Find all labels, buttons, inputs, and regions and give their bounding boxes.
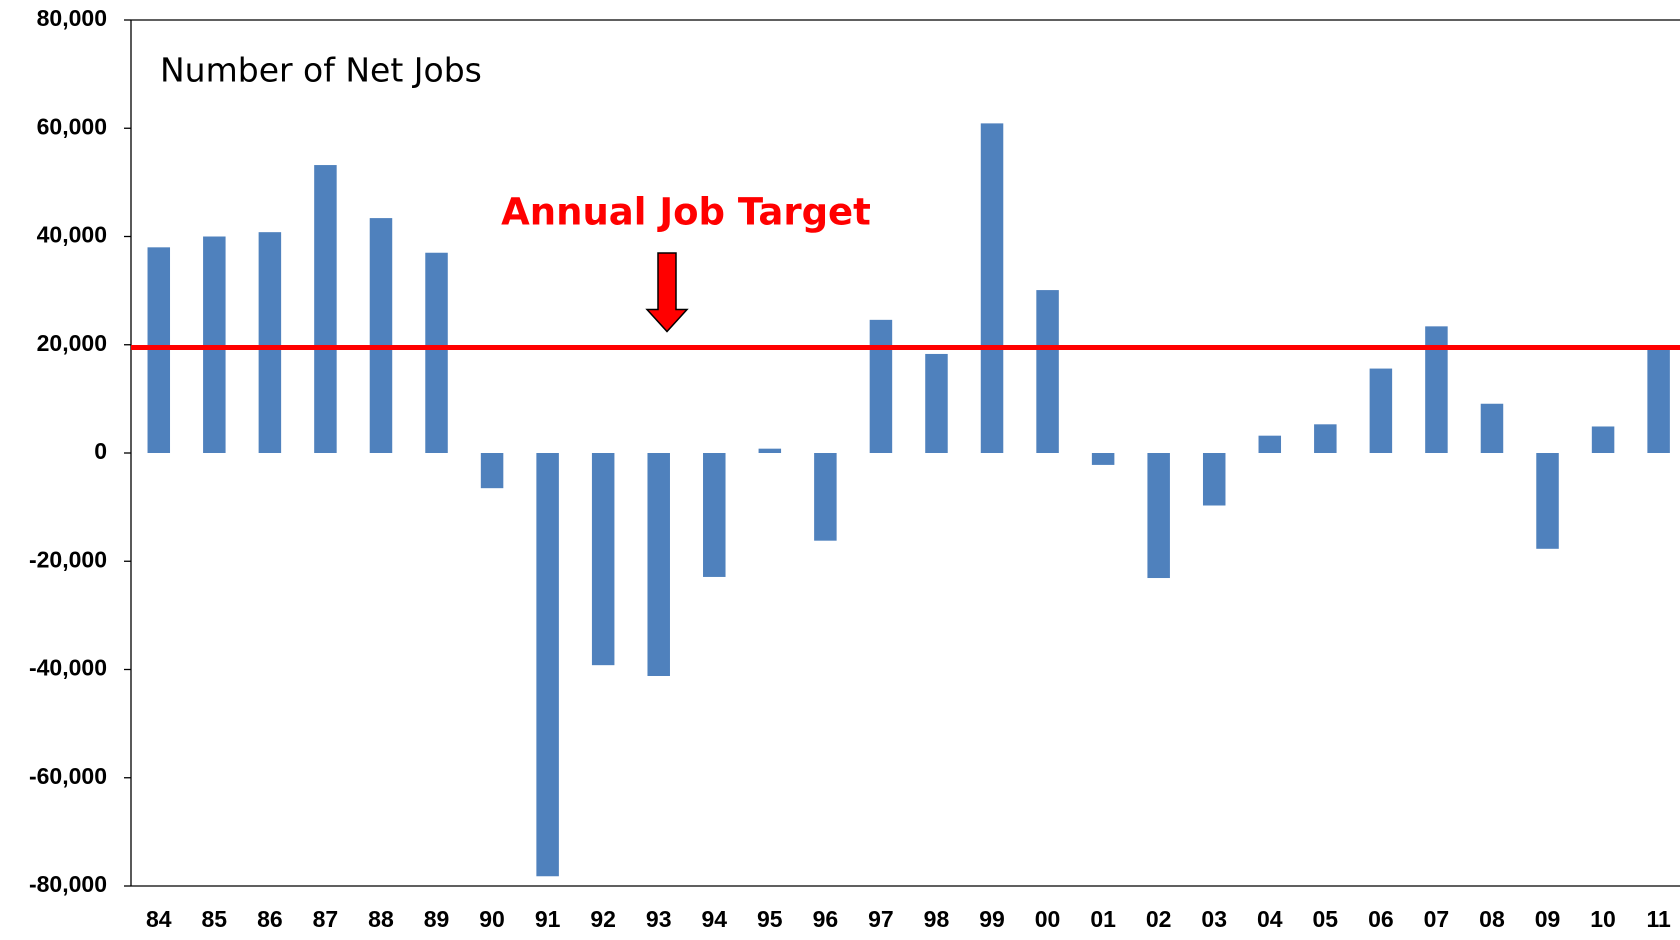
x-tick-label: 87: [313, 906, 339, 932]
x-tick-label: 07: [1424, 906, 1450, 932]
x-tick-label: 06: [1368, 906, 1394, 932]
bar: [425, 252, 448, 453]
x-tick-label: 08: [1479, 906, 1505, 932]
bar: [1258, 435, 1282, 453]
bar: [1314, 424, 1337, 453]
x-tick-label: 97: [868, 906, 894, 932]
bar: [1647, 348, 1670, 453]
x-tick-label: 95: [757, 906, 783, 932]
x-tick-label: 84: [146, 906, 172, 932]
x-tick-label: 96: [813, 906, 839, 932]
y-tick-label: 20,000: [37, 330, 107, 356]
y-tick-label: -20,000: [29, 546, 107, 572]
x-tick-label: 04: [1257, 906, 1283, 932]
x-tick-label: 88: [368, 906, 394, 932]
bar: [258, 232, 282, 453]
bar: [314, 165, 337, 453]
bar: [925, 353, 948, 453]
x-tick-label: 09: [1535, 906, 1561, 932]
bar: [814, 453, 837, 541]
x-tick-label: 94: [701, 906, 727, 932]
bar: [869, 319, 893, 453]
x-tick-label: 01: [1090, 906, 1116, 932]
x-tick-label: 11: [1646, 906, 1671, 932]
x-tick-label: 86: [257, 906, 283, 932]
bar: [980, 123, 1004, 453]
bar: [480, 453, 504, 489]
bar: [1369, 368, 1393, 453]
bar: [1425, 326, 1448, 453]
target-label: Annual Job Target: [501, 191, 871, 234]
y-tick-label: 40,000: [37, 222, 107, 248]
x-tick-label: 89: [424, 906, 450, 932]
bar: [536, 453, 559, 877]
x-tick-label: 93: [646, 906, 672, 932]
bar: [147, 247, 171, 453]
x-tick-label: 99: [979, 906, 1005, 932]
y-tick-label: -80,000: [29, 871, 107, 897]
y-tick-label: 60,000: [37, 113, 107, 139]
bar: [1202, 453, 1226, 506]
bar: [369, 218, 393, 453]
x-tick-label: 03: [1201, 906, 1227, 932]
x-tick-label: 10: [1590, 906, 1616, 932]
x-tick-label: 02: [1146, 906, 1172, 932]
bar: [647, 453, 670, 676]
x-tick-label: 98: [924, 906, 950, 932]
bar: [703, 453, 726, 577]
x-tick-label: 85: [202, 906, 228, 932]
bar: [1091, 453, 1115, 465]
y-tick-label: -60,000: [29, 763, 107, 789]
bar: [1147, 453, 1170, 579]
x-tick-label: 00: [1035, 906, 1061, 932]
x-tick-label: 91: [535, 906, 561, 932]
bar: [1591, 426, 1615, 453]
chart-title: Number of Net Jobs: [160, 51, 482, 90]
bar: [1036, 290, 1059, 453]
x-tick-label: 90: [479, 906, 505, 932]
y-tick-label: -40,000: [29, 655, 107, 681]
y-tick-label: 0: [94, 438, 107, 464]
bar: [591, 453, 615, 666]
y-tick-label: 80,000: [37, 5, 107, 31]
target-arrow: [645, 252, 689, 333]
bar: [758, 448, 782, 453]
bar: [203, 236, 226, 453]
bar: [1480, 403, 1504, 453]
bar: [1536, 453, 1559, 549]
x-tick-label: 92: [590, 906, 616, 932]
x-tick-label: 05: [1313, 906, 1339, 932]
